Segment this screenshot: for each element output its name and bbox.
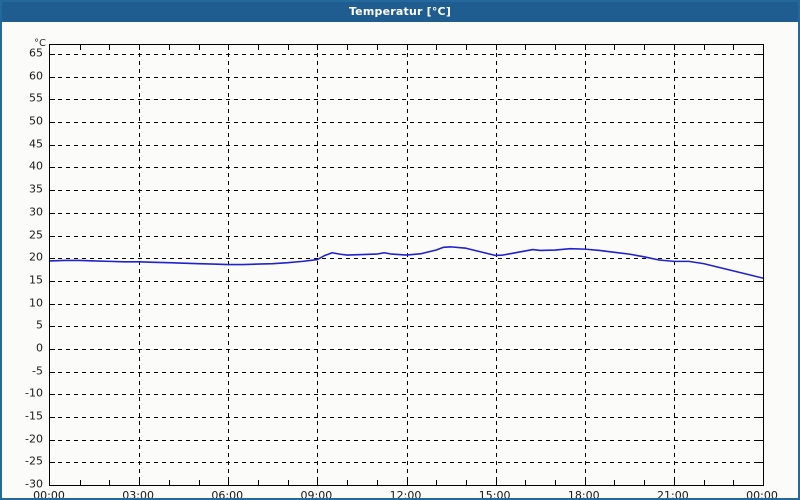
window-title-bar: Temperatur [°C] xyxy=(2,2,798,22)
y-axis-tick-label: 20 xyxy=(29,250,43,264)
x-axis-tick-label: 18:0029.07.23 xyxy=(544,489,624,500)
x-axis-tick-time: 21:00 xyxy=(657,489,689,500)
y-axis-tick-label: 0 xyxy=(36,341,43,355)
x-axis-tick-label: 03:0029.07.23 xyxy=(98,489,178,500)
y-axis-tick-label: 30 xyxy=(29,205,43,219)
x-axis-tick-time: 18:00 xyxy=(567,489,600,500)
y-axis-tick-label: 60 xyxy=(29,69,43,83)
y-axis-tick-label: -25 xyxy=(25,454,43,468)
plot-area xyxy=(49,44,764,486)
y-axis-tick-label: 55 xyxy=(29,91,43,105)
x-axis-tick-time: 15:00 xyxy=(478,489,511,500)
x-axis-tick-label: 21:0029.07.23 xyxy=(633,489,713,500)
y-axis-tick-label: 35 xyxy=(29,182,43,196)
y-axis-minor-ticks xyxy=(50,54,763,463)
y-axis-tick-label: 5 xyxy=(36,318,43,332)
y-axis-tick-label: -10 xyxy=(25,386,43,400)
x-axis-tick-label: 12:0029.07.23 xyxy=(366,489,446,500)
vertical-gridlines xyxy=(139,45,675,485)
y-axis-tick-label: 50 xyxy=(29,114,43,128)
y-axis-tick-label: 15 xyxy=(29,273,43,287)
temperature-series-line xyxy=(50,246,763,279)
y-axis-tick-label: -30 xyxy=(25,477,43,491)
x-axis-tick-label: 09:0029.07.23 xyxy=(276,489,356,500)
page-title: Temperatur [°C] xyxy=(348,5,452,18)
y-axis-unit-label: °C xyxy=(34,38,46,49)
x-axis-tick-label: 00:0029.07.23 xyxy=(9,489,89,500)
horizontal-gridlines xyxy=(50,54,763,463)
x-axis-tick-time: 06:00 xyxy=(211,489,244,500)
y-axis-tick-label: 65 xyxy=(29,46,43,60)
y-axis-tick-label: -15 xyxy=(25,409,43,423)
y-axis-tick-label: -5 xyxy=(32,364,43,378)
x-axis-tick-time: 09:00 xyxy=(300,489,333,500)
x-axis-tick-label: 15:0029.07.23 xyxy=(455,489,535,500)
x-axis-tick-time: 00:00 xyxy=(33,489,65,500)
temperature-line-plot xyxy=(50,45,763,485)
x-axis-minor-ticks xyxy=(80,45,734,485)
chart-canvas: °C 65 60 55 50 45 40 35 30 25 20 15 10 5 0 -5 -10 -15 -20… xyxy=(2,22,798,498)
y-axis-tick-label: 40 xyxy=(29,159,43,173)
y-axis-tick-label: 25 xyxy=(29,228,43,241)
y-axis-tick-label: 45 xyxy=(29,137,43,151)
x-axis-tick-time: 12:00 xyxy=(389,489,422,500)
y-axis-tick-label: 10 xyxy=(29,296,43,310)
y-axis-tick-label: -20 xyxy=(25,432,43,446)
x-axis-tick-time: 00:00 xyxy=(746,489,778,500)
x-axis-tick-label: 00:0030.07.23 xyxy=(722,489,798,500)
x-axis-tick-label: 06:0029.07.23 xyxy=(187,489,267,500)
x-axis-tick-time: 03:00 xyxy=(122,489,154,500)
